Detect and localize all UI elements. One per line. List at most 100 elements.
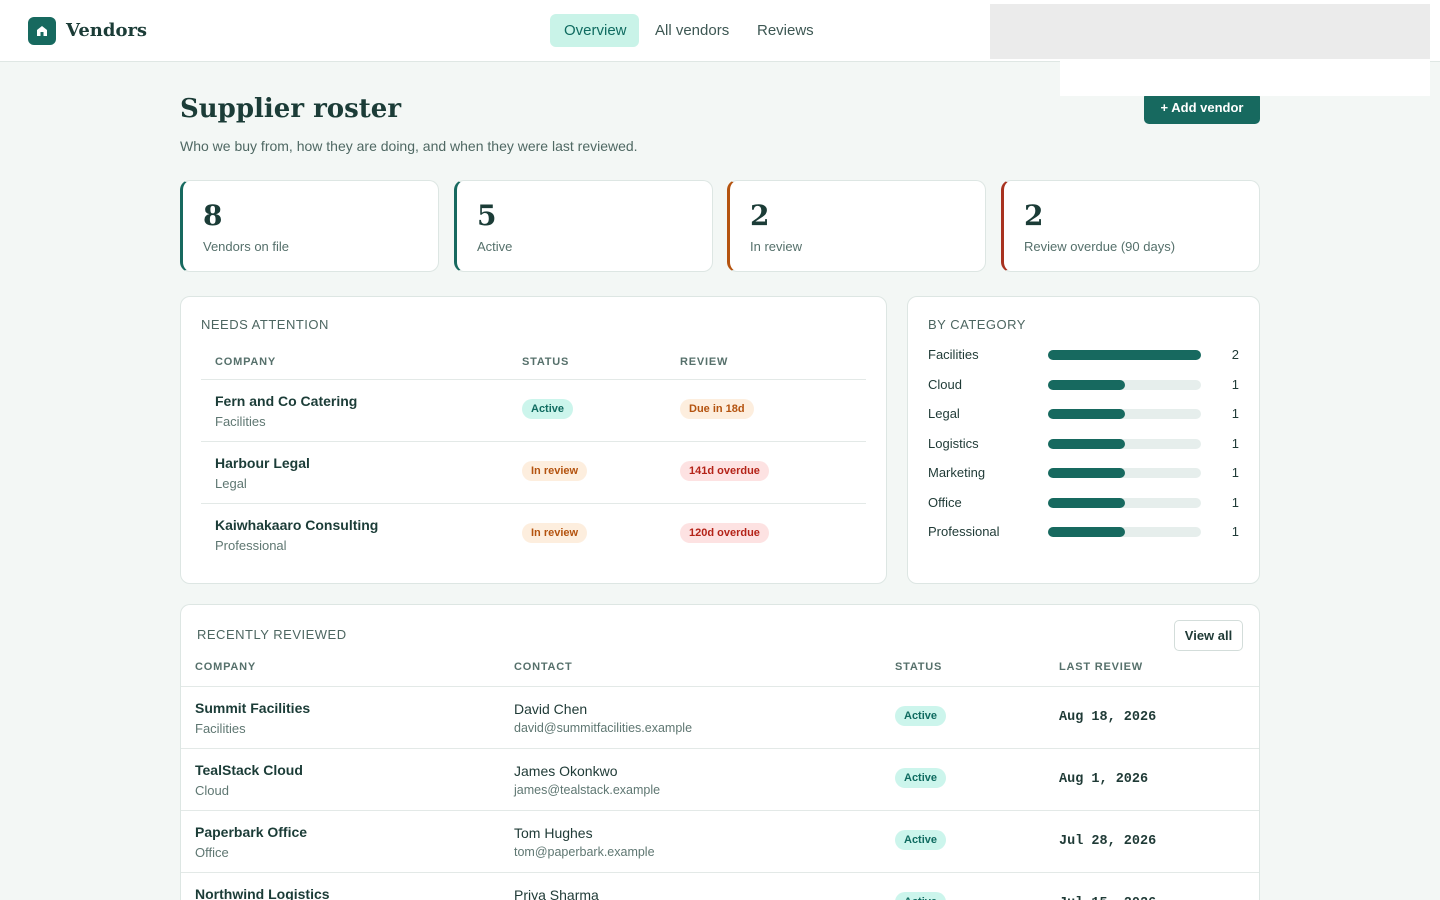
category: Facilities bbox=[215, 414, 266, 429]
stat-card: 8 Vendors on file bbox=[180, 180, 439, 272]
bar-track bbox=[1048, 527, 1201, 537]
category-name: Office bbox=[928, 494, 962, 510]
category-count: 1 bbox=[1231, 406, 1239, 421]
table-row[interactable]: Harbour Legal Legal In review 141d overd… bbox=[201, 441, 866, 503]
category-count: 1 bbox=[1231, 465, 1239, 480]
category-name: Cloud bbox=[928, 376, 962, 392]
category-name: Marketing bbox=[928, 465, 986, 480]
column-header: STATUS bbox=[522, 356, 570, 368]
by-category-card: BY CATEGORY Facilities 2 Cloud 1 Legal 1 Logis… bbox=[907, 296, 1260, 584]
card-title: BY CATEGORY bbox=[928, 317, 1026, 332]
status-pill: Active bbox=[895, 706, 947, 726]
bar-track bbox=[1048, 497, 1201, 508]
logo-icon bbox=[37, 26, 47, 36]
category-count: 1 bbox=[1231, 524, 1239, 539]
contact-name: Tom Hughes bbox=[514, 825, 593, 841]
bar bbox=[1048, 468, 1125, 478]
last-review: Aug 18, 2026 bbox=[1059, 710, 1157, 725]
logo[interactable] bbox=[28, 17, 56, 45]
review-pill: 120d overdue bbox=[680, 523, 769, 543]
last-review: Jul 15, 2026 bbox=[1059, 896, 1156, 900]
last-review: Jul 28, 2026 bbox=[1059, 834, 1157, 849]
category-name: Legal bbox=[928, 406, 960, 421]
table-row[interactable]: Fern and Co Catering Facilities Active D… bbox=[201, 379, 866, 441]
stat-card: 5 Active bbox=[454, 180, 713, 272]
status-pill: Active bbox=[895, 892, 947, 900]
table-row[interactable]: TealStack Cloud Cloud James Okonkwo james@t… bbox=[181, 748, 1259, 810]
bar-track bbox=[1048, 409, 1201, 419]
bar-track bbox=[1048, 379, 1201, 390]
nav-reviews[interactable]: Reviews bbox=[757, 22, 814, 39]
table-row[interactable]: Summit Facilities Facilities David Chen dav… bbox=[181, 686, 1259, 748]
card-title: RECENTLY REVIEWED bbox=[197, 627, 347, 642]
stat-card: 2 In review bbox=[727, 180, 986, 272]
bar bbox=[1048, 527, 1125, 537]
stat-value: 2 bbox=[1024, 199, 1044, 232]
review-pill: 141d overdue bbox=[680, 461, 769, 481]
category: Professional bbox=[215, 538, 287, 553]
nav-all-vendors[interactable]: All vendors bbox=[655, 22, 730, 39]
table-row[interactable]: Paperbark Office Office Tom Hughes tom@pape… bbox=[181, 810, 1259, 872]
status-pill: Active bbox=[895, 830, 947, 850]
column-header: COMPANY bbox=[215, 356, 277, 368]
column-header: STATUS bbox=[895, 661, 943, 673]
stat-label: In review bbox=[750, 239, 803, 254]
contact-email: tom@paperbark.example bbox=[514, 845, 655, 859]
status-pill: In review bbox=[522, 461, 588, 481]
category-name: Facilities bbox=[928, 347, 979, 362]
stat-value: 2 bbox=[750, 199, 770, 232]
stat-value: 8 bbox=[203, 199, 223, 232]
stat-label: Vendors on file bbox=[203, 239, 290, 254]
table-row[interactable]: Kaiwhakaaro Consulting Professional In r… bbox=[201, 503, 866, 565]
view-all-button[interactable]: View all bbox=[1174, 620, 1243, 651]
bar-track bbox=[1048, 438, 1201, 449]
company: Paperbark Office bbox=[195, 824, 308, 840]
card-title: NEEDS ATTENTION bbox=[201, 317, 329, 332]
nav-overview[interactable]: Overview bbox=[550, 14, 639, 47]
category: Office bbox=[195, 845, 229, 860]
column-header: LAST REVIEW bbox=[1059, 661, 1143, 673]
bar bbox=[1048, 379, 1125, 390]
column-header: COMPANY bbox=[195, 661, 257, 673]
stat-value: 5 bbox=[477, 199, 497, 232]
stat-label: Active bbox=[477, 239, 513, 254]
category-count: 1 bbox=[1231, 494, 1239, 510]
top-bar: Vendors Overview All vendors Reviews bbox=[0, 0, 1440, 62]
table-row[interactable]: Northwind Logistics Priya Sharma Active Jul… bbox=[181, 872, 1259, 900]
column-header: CONTACT bbox=[514, 661, 573, 673]
needs-attention-card: NEEDS ATTENTION COMPANY STATUS REVIEW Fe… bbox=[180, 296, 887, 584]
category-count: 1 bbox=[1231, 376, 1239, 392]
contact-name: Priya Sharma bbox=[514, 887, 599, 900]
overlay-block bbox=[990, 4, 1430, 59]
bar bbox=[1048, 438, 1125, 449]
contact-name: James Okonkwo bbox=[514, 763, 618, 779]
category-name: Professional bbox=[928, 524, 1000, 539]
add-vendor-button[interactable]: + Add vendor bbox=[1144, 92, 1260, 124]
company: TealStack Cloud bbox=[195, 762, 303, 778]
category: Facilities bbox=[195, 721, 246, 736]
category-count: 2 bbox=[1231, 347, 1239, 362]
bar bbox=[1048, 409, 1125, 419]
attention-table: COMPANY STATUS REVIEW Fern and Co Cateri… bbox=[201, 347, 866, 567]
brand[interactable]: Vendors bbox=[66, 20, 148, 41]
stat-card: 2 Review overdue (90 days) bbox=[1001, 180, 1260, 272]
company: Harbour Legal bbox=[215, 455, 310, 471]
category-count: 1 bbox=[1231, 435, 1239, 451]
overlay-block bbox=[1060, 60, 1430, 96]
stat-label: Review overdue (90 days) bbox=[1024, 239, 1176, 254]
status-pill: Active bbox=[895, 768, 947, 788]
company: Kaiwhakaaro Consulting bbox=[215, 517, 379, 533]
company: Fern and Co Catering bbox=[215, 393, 358, 409]
column-header: REVIEW bbox=[680, 356, 729, 368]
bar bbox=[1048, 497, 1125, 508]
contact-email: david@summitfacilities.example bbox=[514, 721, 693, 735]
status-pill: Active bbox=[522, 399, 574, 419]
page-title: Supplier roster bbox=[180, 94, 402, 124]
category-name: Logistics bbox=[928, 435, 979, 451]
bar bbox=[1048, 350, 1201, 360]
company: Northwind Logistics bbox=[195, 886, 330, 900]
status-pill: In review bbox=[522, 523, 588, 543]
bar-track bbox=[1048, 468, 1201, 478]
category: Cloud bbox=[195, 783, 229, 798]
